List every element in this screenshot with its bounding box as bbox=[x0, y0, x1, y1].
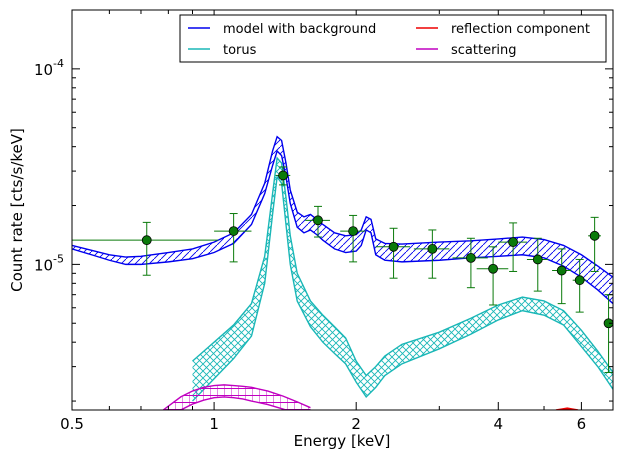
y-tick-label: 10-5 bbox=[34, 252, 64, 274]
data-point-15 bbox=[603, 294, 613, 373]
scattering-band bbox=[163, 384, 311, 410]
model-with-background-lower-line bbox=[72, 149, 613, 305]
data-point-marker bbox=[466, 252, 476, 263]
legend-entry-scattering: scattering bbox=[416, 43, 517, 58]
reflection-component-lower-line bbox=[565, 409, 569, 410]
data-point-1 bbox=[72, 221, 219, 276]
data-point-14 bbox=[588, 216, 601, 272]
legend-entry-reflection-component: reflection component bbox=[416, 22, 590, 37]
data-point-3 bbox=[275, 166, 291, 186]
data-point-marker bbox=[589, 230, 600, 241]
data-point-marker bbox=[427, 244, 438, 254]
legend-entry-torus: torus bbox=[188, 43, 257, 58]
model-with-background-band bbox=[72, 136, 613, 304]
data-point-marker bbox=[488, 263, 498, 274]
data-point-marker bbox=[508, 237, 519, 248]
data-point-12 bbox=[552, 248, 571, 305]
data-point-marker bbox=[278, 170, 288, 181]
x-tick-label: 0.5 bbox=[60, 415, 84, 433]
data-point-marker bbox=[388, 241, 399, 252]
data-point-marker bbox=[141, 235, 152, 246]
data-point-marker bbox=[348, 226, 358, 236]
data-point-9 bbox=[476, 246, 509, 306]
torus-upper-line bbox=[192, 156, 613, 377]
legend-label: scattering bbox=[451, 43, 517, 58]
data-point-8 bbox=[452, 237, 488, 289]
legend-label: model with background bbox=[223, 22, 376, 37]
data-point-6 bbox=[375, 227, 410, 279]
legend-box bbox=[179, 14, 607, 63]
y-tick-label: 10-4 bbox=[34, 57, 64, 79]
data-point-5 bbox=[340, 214, 366, 263]
data-point-marker bbox=[556, 265, 567, 276]
series-torus bbox=[191, 156, 613, 402]
y-axis-label: Count rate [cts/s/keV] bbox=[8, 128, 26, 292]
data-point-marker bbox=[603, 318, 613, 329]
x-tick-label: 2 bbox=[351, 415, 361, 433]
data-point-4 bbox=[305, 205, 330, 238]
data-point-2 bbox=[214, 213, 252, 263]
data-point-marker bbox=[313, 215, 323, 226]
data-point-7 bbox=[413, 229, 450, 279]
series-scattering bbox=[162, 384, 311, 410]
reflection-component-upper-line bbox=[555, 407, 579, 410]
torus-lower-line bbox=[191, 175, 613, 402]
torus-band bbox=[192, 158, 613, 402]
plot-frame bbox=[71, 9, 614, 411]
data-point-marker bbox=[574, 275, 585, 286]
legend-entry-model-with-background: model with background bbox=[188, 22, 376, 37]
data-point-11 bbox=[526, 237, 549, 292]
data-point-10 bbox=[498, 222, 527, 272]
scattering-lower-line bbox=[179, 396, 289, 410]
scattering-upper-line bbox=[162, 384, 311, 410]
legend: model with background torus reflection com… bbox=[179, 14, 607, 63]
data-point-13 bbox=[572, 258, 587, 313]
legend-label: torus bbox=[223, 43, 257, 58]
series-model-with-background bbox=[72, 135, 613, 305]
legend-label: reflection component bbox=[451, 22, 590, 37]
x-tick-label: 6 bbox=[577, 415, 587, 433]
data-point-marker bbox=[228, 226, 239, 236]
data-point-marker bbox=[532, 254, 543, 265]
x-tick-label: 4 bbox=[494, 415, 504, 433]
x-tick-label: 1 bbox=[209, 415, 219, 433]
x-axis-label: Energy [keV] bbox=[294, 432, 391, 450]
